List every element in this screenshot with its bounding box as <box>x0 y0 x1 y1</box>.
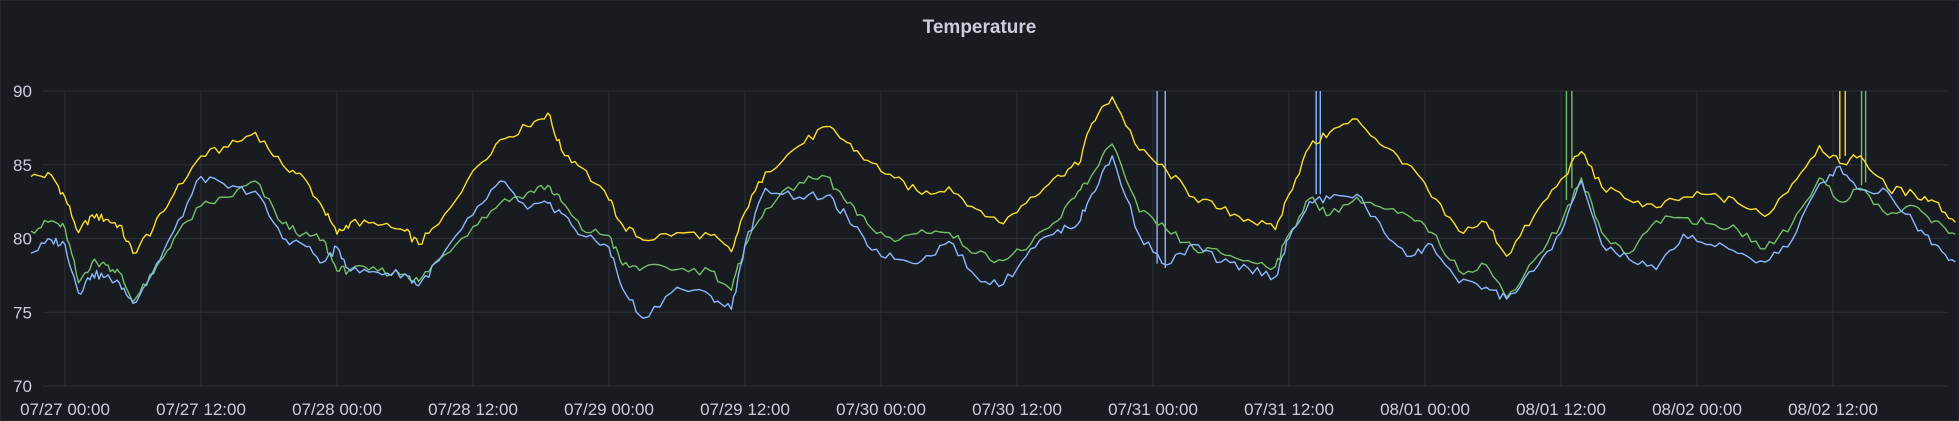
x-tick-label: 07/29 00:00 <box>564 400 654 419</box>
x-tick: 07/28 12:00 <box>428 400 518 419</box>
x-axis: 07/27 00:00 07/27 12:00 07/28 00:00 07/28 1… <box>20 400 1878 419</box>
panel-title[interactable]: Temperature <box>922 17 1037 38</box>
x-tick-label: 08/01 00:00 <box>1380 400 1470 419</box>
y-tick-label: 75 <box>13 303 32 322</box>
x-tick-label: 07/28 12:00 <box>428 400 518 419</box>
x-tick: 07/31 12:00 <box>1244 400 1334 419</box>
x-tick-label: 07/27 00:00 <box>20 400 110 419</box>
series-line-2[interactable] <box>30 143 1956 303</box>
y-tick-label: 70 <box>13 377 32 396</box>
y-tick: 90 <box>13 82 32 101</box>
x-tick-label: 07/29 12:00 <box>700 400 790 419</box>
x-tick-label: 07/30 12:00 <box>972 400 1062 419</box>
x-tick: 08/01 00:00 <box>1380 400 1470 419</box>
x-tick: 07/29 12:00 <box>700 400 790 419</box>
x-tick: 08/01 12:00 <box>1516 400 1606 419</box>
x-tick-label: 07/28 00:00 <box>292 400 382 419</box>
y-tick: 80 <box>13 230 32 249</box>
grid-lines <box>43 90 1948 387</box>
x-tick-label: 07/27 12:00 <box>156 400 246 419</box>
series-line-3[interactable] <box>30 155 1956 319</box>
series-line-1[interactable] <box>30 96 1956 257</box>
x-tick: 07/28 00:00 <box>292 400 382 419</box>
x-tick-label: 07/31 00:00 <box>1108 400 1198 419</box>
x-tick-label: 08/02 12:00 <box>1788 400 1878 419</box>
y-tick: 75 <box>13 303 32 322</box>
x-tick: 07/27 12:00 <box>156 400 246 419</box>
y-tick: 85 <box>13 156 32 175</box>
y-tick: 70 <box>13 377 32 396</box>
x-tick-label: 07/31 12:00 <box>1244 400 1334 419</box>
x-tick-label: 08/01 12:00 <box>1516 400 1606 419</box>
x-tick: 07/27 00:00 <box>20 400 110 419</box>
y-tick-label: 80 <box>13 230 32 249</box>
x-tick: 07/29 00:00 <box>564 400 654 419</box>
x-tick: 07/30 12:00 <box>972 400 1062 419</box>
x-tick: 07/30 00:00 <box>836 400 926 419</box>
x-tick: 08/02 00:00 <box>1652 400 1742 419</box>
y-axis: 70 75 80 85 90 <box>13 82 32 396</box>
y-tick-label: 85 <box>13 156 32 175</box>
x-tick: 08/02 12:00 <box>1788 400 1878 419</box>
x-tick-label: 07/30 00:00 <box>836 400 926 419</box>
x-tick-label: 08/02 00:00 <box>1652 400 1742 419</box>
series-lines <box>30 96 1956 319</box>
y-tick-label: 90 <box>13 82 32 101</box>
spike-lines <box>1156 91 1867 268</box>
x-tick: 07/31 00:00 <box>1108 400 1198 419</box>
